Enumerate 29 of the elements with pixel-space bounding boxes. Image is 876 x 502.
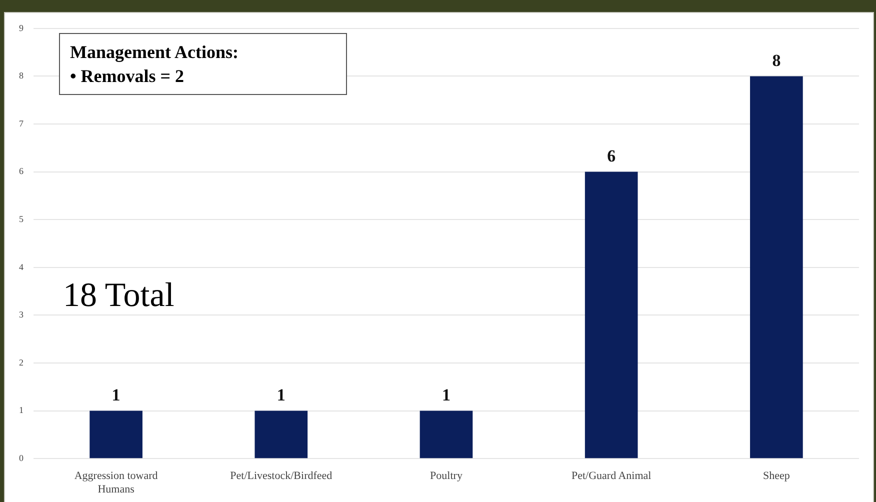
bar [420, 410, 473, 458]
y-tick-label: 9 [19, 22, 24, 33]
data-label: 6 [607, 146, 616, 166]
x-tick-label: Sheep [763, 470, 790, 482]
y-tick-label: 3 [19, 310, 24, 320]
x-tick-label: Aggression toward Humans [74, 470, 158, 496]
y-tick-label: 4 [19, 262, 24, 272]
y-tick-label: 8 [19, 70, 24, 81]
annotation: Management Actions: [70, 41, 240, 64]
x-tick-label: Pet/Guard Animal [571, 470, 652, 482]
bar [750, 76, 803, 458]
y-tick-label: 2 [19, 357, 24, 368]
y-tick-label: 1 [19, 405, 24, 416]
y-tick-label: 6 [19, 166, 24, 176]
x-tick-label: Poultry [430, 470, 463, 482]
annotation: 18 Total [63, 277, 174, 315]
data-label: 1 [112, 386, 120, 405]
data-label: 1 [276, 386, 286, 405]
data-label: 8 [772, 51, 781, 70]
x-tick-label: Pet/Livestock/Birdfeed [230, 470, 333, 482]
bar [254, 410, 308, 458]
bar [90, 410, 142, 458]
bar [584, 172, 638, 458]
text-box: Management Actions: • Removals = 2 [59, 33, 347, 95]
y-tick-label: 0 [19, 452, 24, 463]
annotation: • Removals = 2 [70, 65, 186, 88]
y-tick-label: 5 [19, 214, 24, 224]
y-tick-label: 7 [19, 118, 24, 128]
data-label: 1 [442, 386, 450, 405]
